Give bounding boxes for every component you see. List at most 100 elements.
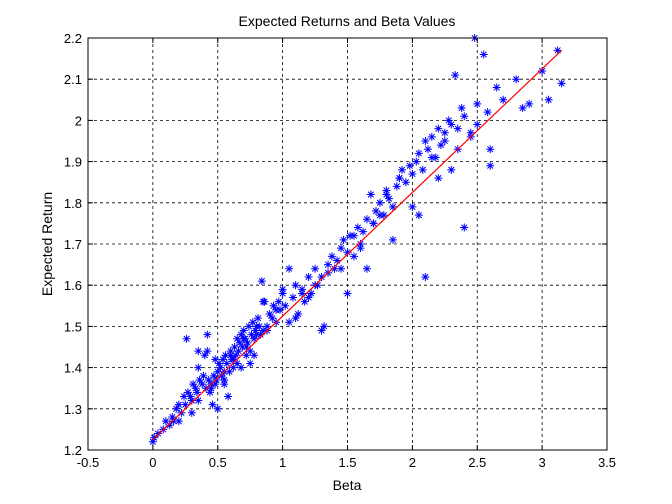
data-point <box>436 141 445 150</box>
data-point <box>356 244 365 253</box>
data-point <box>553 46 562 55</box>
data-point <box>375 211 384 220</box>
x-tick-label: 3.5 <box>598 455 616 470</box>
data-point <box>221 351 230 360</box>
data-point <box>234 347 243 356</box>
data-point <box>174 417 183 426</box>
data-point <box>242 351 251 360</box>
data-point <box>392 182 401 191</box>
data-point <box>412 157 421 166</box>
data-point <box>174 400 183 409</box>
data-point <box>215 359 224 368</box>
data-point <box>250 334 259 343</box>
y-axis-ticks: 1.2 1.3 1.4 1.5 1.6 1.7 1.8 1.9 2 2.1 2.2 <box>64 31 607 458</box>
data-point <box>440 137 449 145</box>
data-point <box>421 137 430 145</box>
data-point <box>237 363 246 372</box>
data-point <box>362 264 371 273</box>
data-point <box>311 264 320 273</box>
data-point <box>353 223 362 232</box>
data-point <box>225 367 234 376</box>
data-point <box>168 413 177 422</box>
data-point <box>349 252 358 261</box>
data-point <box>285 318 294 327</box>
data-point <box>281 301 290 310</box>
data-point <box>257 277 266 286</box>
data-point <box>544 95 553 104</box>
data-point <box>239 334 248 343</box>
data-point <box>405 161 414 170</box>
data-point <box>165 421 174 430</box>
data-point <box>237 330 246 339</box>
y-tick-label: 2.1 <box>64 72 82 87</box>
data-point <box>247 330 256 339</box>
data-point <box>216 363 225 372</box>
y-tick-label: 1.5 <box>64 319 82 334</box>
data-point <box>460 223 469 232</box>
data-point <box>457 104 466 113</box>
data-point <box>231 351 240 360</box>
data-point <box>359 227 368 236</box>
data-point <box>182 334 191 343</box>
chart-title: Expected Returns and Beta Values <box>239 13 456 29</box>
data-point <box>327 252 336 261</box>
data-point <box>250 351 259 360</box>
data-point <box>538 66 547 75</box>
data-point <box>285 264 294 273</box>
data-point <box>233 334 242 343</box>
data-point <box>263 322 272 331</box>
x-axis-ticks: -0.5 0 0.5 1 1.5 2 2.5 3 3.5 <box>77 38 616 470</box>
data-point <box>473 99 482 108</box>
x-tick-label: 1 <box>279 455 286 470</box>
data-point <box>414 211 423 220</box>
data-point <box>213 367 222 376</box>
y-tick-label: 1.2 <box>64 443 82 458</box>
data-point <box>169 417 178 426</box>
data-point <box>356 240 365 248</box>
data-point <box>512 75 521 84</box>
data-point <box>220 380 229 389</box>
data-point <box>229 355 238 364</box>
data-point <box>183 388 192 397</box>
data-point <box>557 79 566 88</box>
data-point <box>414 149 423 158</box>
x-tick-label: 3 <box>539 455 546 470</box>
data-point <box>304 293 313 302</box>
data-point <box>427 153 436 162</box>
data-point <box>317 272 326 281</box>
data-point <box>194 396 203 405</box>
x-axis-label: Beta <box>333 477 362 493</box>
data-point <box>408 169 417 178</box>
data-point <box>204 375 213 384</box>
data-point <box>320 322 329 331</box>
data-point <box>198 380 207 389</box>
data-point <box>307 289 316 298</box>
data-point <box>256 330 265 339</box>
data-point <box>339 235 348 244</box>
data-point <box>203 347 212 356</box>
data-point <box>427 132 436 141</box>
data-point <box>220 375 229 384</box>
data-point <box>186 392 195 401</box>
data-point <box>366 190 375 199</box>
data-point <box>486 161 495 170</box>
data-point <box>195 375 204 384</box>
data-point <box>211 355 220 364</box>
data-point <box>330 264 339 273</box>
data-point <box>382 186 391 195</box>
data-point <box>343 248 352 257</box>
x-tick-label: 2 <box>409 455 416 470</box>
data-point <box>207 384 216 393</box>
y-tick-label: 1.9 <box>64 155 82 170</box>
data-point <box>434 124 443 133</box>
data-point <box>434 174 443 183</box>
data-point <box>148 437 157 446</box>
data-point <box>388 235 397 244</box>
data-point <box>385 194 394 203</box>
data-point <box>205 388 214 397</box>
data-point <box>199 371 208 380</box>
data-point <box>233 359 242 368</box>
data-point <box>194 363 203 372</box>
data-point <box>486 145 495 154</box>
data-point <box>300 297 309 306</box>
